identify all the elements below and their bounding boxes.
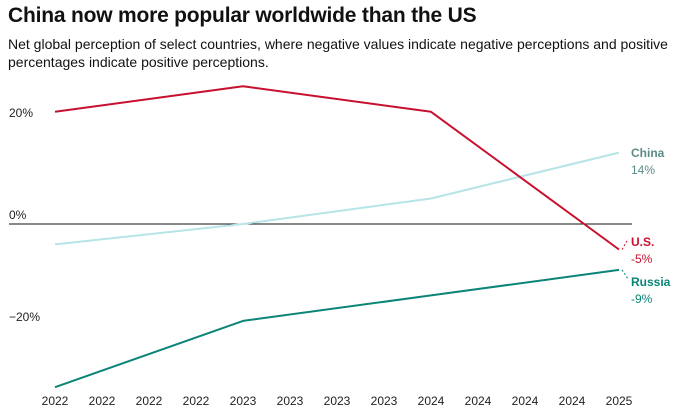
x-tick-label: 2024 xyxy=(418,394,445,408)
label-leader xyxy=(621,238,629,250)
series-line-us xyxy=(54,85,620,251)
series-name-label: Russia xyxy=(631,275,671,289)
y-tick-label: −20% xyxy=(9,310,40,324)
series-end-value: 14% xyxy=(631,163,655,177)
chart-subtitle: Net global perception of select countrie… xyxy=(8,36,668,70)
label-leader xyxy=(621,269,629,280)
chart-title: China now more popular worldwide than th… xyxy=(8,4,477,27)
x-tick-label: 2022 xyxy=(183,394,210,408)
series-name-label: U.S. xyxy=(631,235,654,249)
x-tick-label: 2024 xyxy=(465,394,492,408)
x-tick-label: 2023 xyxy=(371,394,398,408)
x-tick-label: 2022 xyxy=(136,394,163,408)
series-end-value: -9% xyxy=(631,292,653,306)
x-tick-label: 2022 xyxy=(89,394,116,408)
y-tick-label: 0% xyxy=(9,208,27,222)
x-tick-label: 2022 xyxy=(42,394,69,408)
y-tick-label: 20% xyxy=(9,106,33,120)
x-tick-label: 2023 xyxy=(277,394,304,408)
x-tick-label: 2024 xyxy=(559,394,586,408)
series-line-china xyxy=(54,151,620,246)
x-tick-label: 2024 xyxy=(512,394,539,408)
x-tick-label: 2023 xyxy=(230,394,257,408)
series-end-value: -5% xyxy=(631,252,653,266)
x-tick-label: 2023 xyxy=(324,394,351,408)
x-tick-label: 2025 xyxy=(606,394,633,408)
series-name-label: China xyxy=(631,146,665,160)
series-line-russia xyxy=(54,268,620,389)
